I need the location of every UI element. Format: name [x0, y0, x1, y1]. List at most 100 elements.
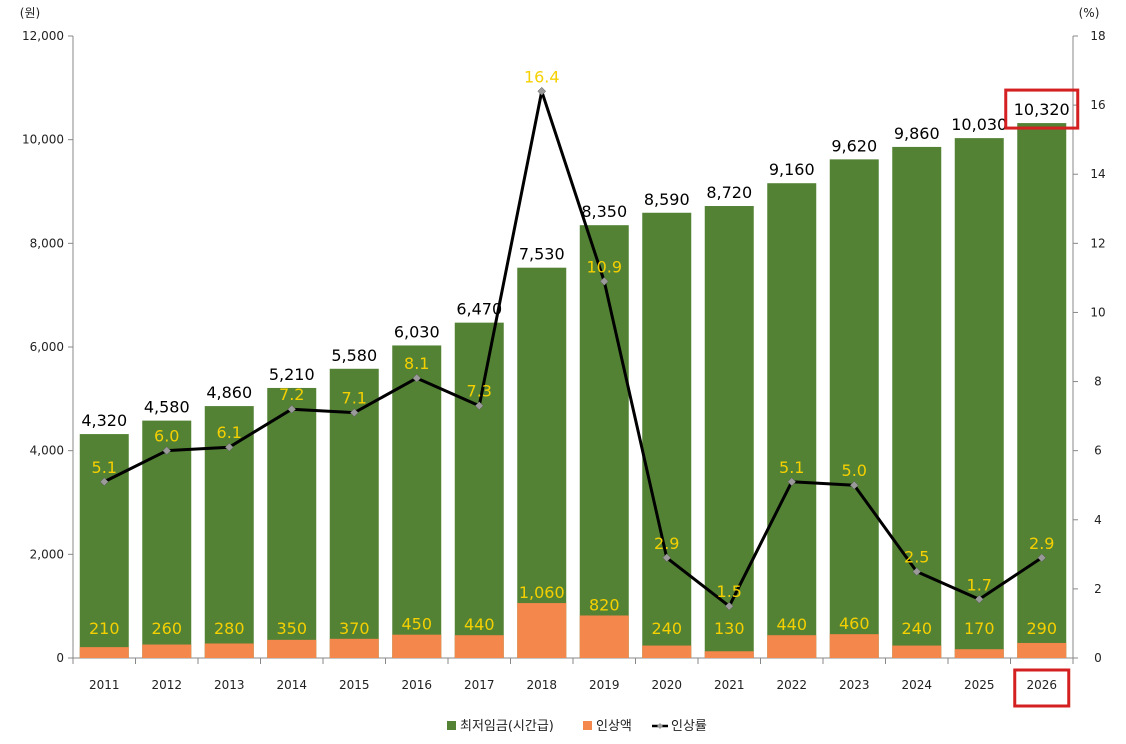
rate-value-label: 6.0: [154, 427, 179, 446]
increase-value-label: 130: [714, 619, 745, 638]
rate-point: [849, 480, 859, 490]
wage-bar: [392, 345, 442, 658]
legend: 최저임금(시간급) 인상액 인상률: [447, 719, 707, 734]
wage-value-label: 9,860: [894, 124, 940, 143]
increase-value-label: 1,060: [519, 583, 565, 602]
rate-value-label: 1.5: [717, 582, 742, 601]
wage-value-label: 4,320: [81, 411, 127, 430]
wage-value-label: 5,580: [331, 346, 377, 365]
wage-bar: [267, 387, 317, 658]
rate-point: [787, 477, 797, 487]
increase-bar: [579, 615, 629, 658]
left-axis-tick-label: 10,000: [22, 133, 64, 147]
wage-value-label: 10,030: [951, 115, 1007, 134]
wage-bar: [954, 138, 1004, 658]
x-axis-tick-label: 2012: [151, 678, 182, 692]
increase-bar: [517, 603, 567, 658]
wage-value-label: 9,620: [831, 136, 877, 155]
increase-bar: [204, 643, 254, 658]
increase-value-label: 280: [214, 619, 245, 638]
increase-value-label: 440: [776, 615, 807, 634]
left-axis-tick-label: 6,000: [30, 340, 64, 354]
increase-value-label: 460: [839, 614, 870, 633]
right-axis-tick-label: 0: [1094, 651, 1102, 665]
wage-value-label: 10,320: [1014, 100, 1070, 119]
rate-point: [724, 601, 734, 611]
x-axis-tick-label: 2018: [526, 678, 557, 692]
increase-value-label: 290: [1026, 619, 1057, 638]
wage-value-label: 8,590: [644, 190, 690, 209]
left-axis-tick-label: 4,000: [30, 444, 64, 458]
increase-bar: [1017, 642, 1067, 658]
rate-value-label: 6.1: [217, 423, 242, 442]
rate-value-label: 5.1: [92, 458, 117, 477]
left-axis-tick-label: 2,000: [30, 547, 64, 561]
rate-value-label: 5.0: [842, 461, 867, 480]
rate-point: [599, 276, 609, 286]
left-axis-tick-label: 8,000: [30, 236, 64, 250]
increase-value-label: 440: [464, 615, 495, 634]
x-axis-tick-label: 2021: [714, 678, 745, 692]
rate-point: [537, 86, 547, 96]
increase-bar: [892, 645, 942, 658]
legend-swatch-wage: [447, 721, 456, 730]
rate-value-label: 2.5: [904, 548, 929, 567]
increase-bar: [454, 635, 504, 658]
bars: [79, 123, 1067, 659]
wage-bar: [829, 159, 879, 658]
wage-bar: [454, 322, 504, 658]
increase-bar: [267, 639, 317, 658]
increase-bar: [329, 638, 379, 658]
rate-value-label: 7.2: [279, 385, 304, 404]
x-axis-tick-label: 2019: [589, 678, 620, 692]
x-axis-tick-label: 2017: [464, 678, 495, 692]
rate-value-label: 7.1: [342, 389, 367, 408]
wage-value-label: 6,030: [394, 322, 440, 341]
rate-point: [99, 477, 109, 487]
increase-bar: [767, 635, 817, 658]
increase-value-label: 260: [151, 619, 182, 638]
axes: 0 2,000 4,000 6,000 8,000 10,000 12,000 0 2 4 6 8 10…: [22, 29, 1106, 692]
rate-value-label: 8.1: [404, 354, 429, 373]
increase-bar: [392, 634, 442, 658]
x-axis-tick-label: 2022: [776, 678, 807, 692]
legend-swatch-increase: [583, 721, 592, 730]
x-axis-tick-label: 2013: [214, 678, 245, 692]
increase-value-label: 350: [276, 619, 307, 638]
increase-value-label: 170: [964, 619, 995, 638]
legend-label-wage: 최저임금(시간급): [460, 719, 554, 734]
increase-bar: [642, 645, 692, 658]
highlight-boxes: [1004, 88, 1080, 708]
highlight-box-year: [1013, 668, 1071, 708]
wage-value-label: 4,860: [206, 383, 252, 402]
x-axis-tick-label: 2015: [339, 678, 370, 692]
wage-value-label: 5,210: [269, 365, 315, 384]
wage-value-label: 6,470: [456, 300, 502, 319]
wage-value-label: 8,720: [706, 183, 752, 202]
rate-value-label: 7.3: [467, 382, 492, 401]
highlight-box-value: [1004, 88, 1080, 130]
left-axis-tick-label: 0: [56, 651, 64, 665]
left-axis-unit: (원): [20, 6, 40, 20]
rate-value-label: 1.7: [967, 575, 992, 594]
legend-label-rate: 인상률: [671, 719, 707, 734]
increase-value-label: 820: [589, 595, 620, 614]
rate-line: [103, 89, 1043, 608]
wage-value-label: 7,530: [519, 245, 565, 264]
increase-bar: [79, 647, 129, 658]
right-axis-tick-label: 6: [1094, 444, 1102, 458]
wage-bar: [79, 434, 129, 658]
increase-bar: [829, 634, 879, 658]
right-axis-tick-label: 16: [1090, 98, 1105, 112]
wage-bar: [1017, 123, 1067, 658]
rate-value-label: 2.9: [654, 534, 679, 553]
right-axis-tick-label: 14: [1090, 167, 1105, 181]
rate-value-label: 10.9: [586, 257, 622, 276]
legend-label-increase: 인상액: [596, 719, 632, 734]
x-axis-tick-label: 2016: [401, 678, 432, 692]
right-axis-unit: (%): [1079, 6, 1100, 20]
rate-point: [287, 404, 297, 414]
right-axis-tick-label: 4: [1094, 513, 1102, 527]
increase-bar: [954, 649, 1004, 658]
